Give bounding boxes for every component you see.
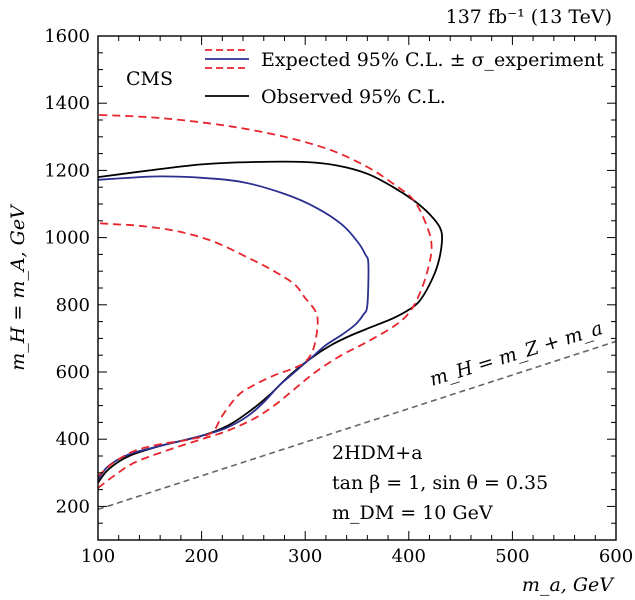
y-axis-label: m_H = m_A, GeV (7, 203, 29, 371)
x-tick-label: 500 (495, 546, 529, 567)
series-band-curve-2 (98, 114, 433, 489)
y-tick-label: 1600 (44, 26, 90, 47)
legend: Expected 95% C.L. ± σ_experiment Observe… (205, 49, 604, 108)
x-tick-label: 600 (599, 546, 633, 567)
y-tick-label: 200 (56, 496, 90, 517)
y-tick-label: 1200 (44, 160, 90, 181)
x-tick-label: 300 (288, 546, 322, 567)
curves-layer (98, 114, 616, 511)
plot-frame (97, 35, 617, 541)
legend-observed-label: Observed 95% C.L. (261, 86, 446, 108)
y-tick-label: 1400 (44, 93, 90, 114)
series-observed-curve-0 (98, 160, 443, 484)
legend-expected-label: Expected 95% C.L. ± σ_experiment (261, 49, 604, 71)
y-tick-label: 400 (56, 429, 90, 450)
x-tick-label: 100 (81, 546, 115, 567)
ticks-layer: 100 200 300 400 500 600 200 400 600 800 1000 1200 14… (44, 26, 633, 567)
y-tick-label: 800 (56, 295, 90, 316)
x-tick-label: 400 (392, 546, 426, 567)
x-tick-label: 200 (184, 546, 218, 567)
params-label: tan β = 1, sin θ = 0.35 (332, 472, 548, 494)
lumi-label: 137 fb⁻¹ (13 TeV) (446, 6, 612, 28)
series-ref-curve-4 (98, 340, 616, 511)
model-label: 2HDM+a (332, 442, 423, 464)
x-axis-label: m_a, GeV (522, 574, 615, 596)
experiment-label: CMS (126, 68, 173, 90)
y-tick-label: 1000 (44, 228, 90, 249)
series-band-curve-3 (98, 222, 319, 477)
dm-mass-label: m_DM = 10 GeV (332, 502, 493, 524)
y-tick-label: 600 (56, 362, 90, 383)
